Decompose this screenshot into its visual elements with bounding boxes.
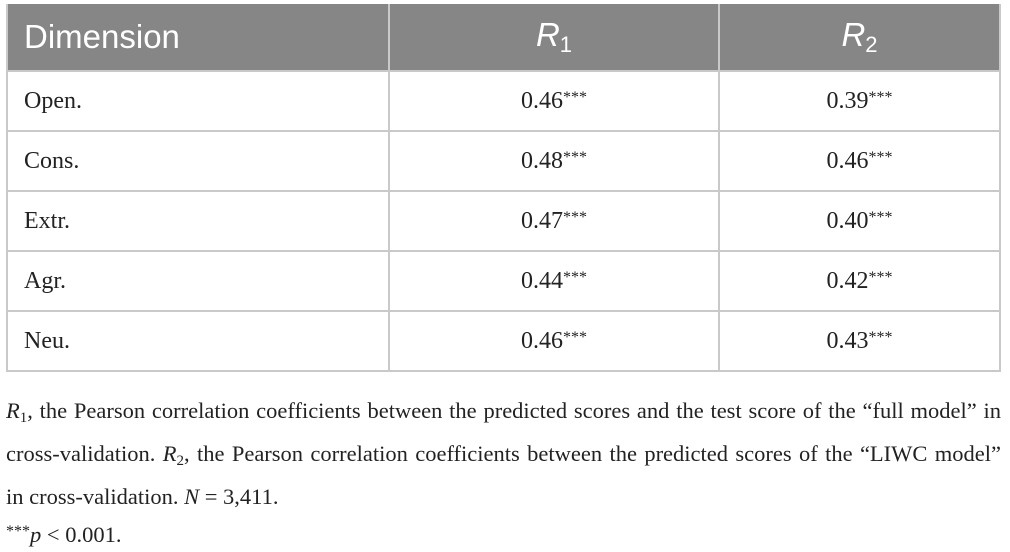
- significance: ***: [563, 148, 587, 166]
- note-text: , the Pearson correlation coefficients b…: [6, 441, 1002, 509]
- value-cell: 0.39***: [718, 70, 1001, 132]
- significance: ***: [868, 148, 893, 166]
- header-text: R: [841, 16, 866, 53]
- cell-value: 0.46: [826, 147, 869, 174]
- value-cell: 0.46***: [388, 310, 720, 372]
- note-line: R1, the Pearson correlation coefficients…: [6, 393, 1001, 514]
- header-cell: R2: [718, 4, 1001, 72]
- note-text: , the Pearson correlation coefficients b…: [6, 398, 1001, 466]
- note-text: p: [30, 522, 42, 547]
- table-row: Open. 0.46*** 0.39***: [6, 70, 1001, 132]
- significance: ***: [868, 268, 893, 286]
- cell-value: 0.44: [521, 267, 563, 294]
- header-row: Dimension R1 R2: [6, 4, 1001, 72]
- significance: ***: [563, 88, 587, 106]
- note-subscript: 1: [19, 410, 28, 426]
- significance: ***: [868, 208, 893, 226]
- cell-value: 0.42: [826, 267, 869, 294]
- header-text: R: [535, 16, 560, 53]
- note-text: R: [162, 441, 177, 466]
- significance: ***: [563, 268, 587, 286]
- header-cell: R1: [388, 4, 720, 72]
- cell-value: 0.48: [521, 147, 563, 174]
- dimension-cell: Cons.: [6, 130, 390, 192]
- value-cell: 0.46***: [388, 70, 720, 132]
- value-cell: 0.46***: [718, 130, 1001, 192]
- dimension-cell: Open.: [6, 70, 390, 132]
- results-table: Dimension R1 R2 Open. 0.46*** 0.39*** Cons.…: [6, 4, 1001, 372]
- dimension-cell: Extr.: [6, 190, 390, 252]
- note-text: N: [184, 484, 200, 509]
- cell-value: 0.43: [826, 327, 869, 354]
- significance: ***: [868, 88, 893, 106]
- value-cell: 0.47***: [388, 190, 720, 252]
- cell-value: 0.47: [521, 207, 563, 234]
- significance: ***: [868, 328, 893, 346]
- table-row: Neu. 0.46*** 0.43***: [6, 310, 1001, 372]
- note-subscript: 2: [176, 453, 184, 469]
- note-text: = 3,411.: [199, 484, 279, 509]
- header-cell: Dimension: [6, 4, 390, 72]
- table-notes: R1, the Pearson correlation coefficients…: [6, 393, 1001, 552]
- value-cell: 0.43***: [718, 310, 1001, 372]
- cell-value: 0.46: [521, 327, 563, 354]
- table-row: Extr. 0.47*** 0.40***: [6, 190, 1001, 252]
- table-row: Cons. 0.48*** 0.46***: [6, 130, 1001, 192]
- dimension-cell: Agr.: [6, 250, 390, 312]
- significance: ***: [563, 328, 587, 346]
- note-text: < 0.001.: [41, 522, 122, 547]
- note-line: ***p < 0.001.: [6, 514, 1001, 552]
- value-cell: 0.48***: [388, 130, 720, 192]
- header-subscript: 2: [865, 32, 878, 57]
- header-subscript: 1: [559, 32, 573, 57]
- note-text: R: [6, 398, 20, 423]
- note-superscript: ***: [6, 523, 30, 540]
- value-cell: 0.44***: [388, 250, 720, 312]
- dimension-cell: Neu.: [6, 310, 390, 372]
- cell-value: 0.46: [521, 87, 563, 114]
- significance: ***: [563, 208, 587, 226]
- table-row: Agr. 0.44*** 0.42***: [6, 250, 1001, 312]
- value-cell: 0.40***: [718, 190, 1001, 252]
- table-body: Open. 0.46*** 0.39*** Cons. 0.48*** 0.46*** Ex…: [6, 70, 1001, 372]
- cell-value: 0.40: [826, 207, 869, 234]
- cell-value: 0.39: [826, 87, 869, 114]
- value-cell: 0.42***: [718, 250, 1001, 312]
